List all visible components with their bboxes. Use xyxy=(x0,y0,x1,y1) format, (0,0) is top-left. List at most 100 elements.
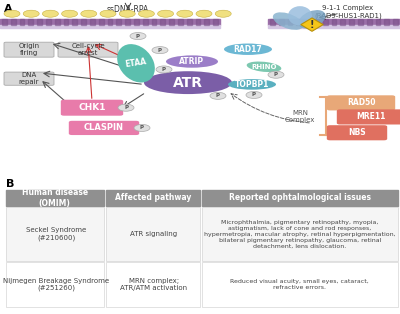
Text: ATR: ATR xyxy=(173,76,203,89)
Text: Seckel Syndrome
(#210600): Seckel Syndrome (#210600) xyxy=(26,227,86,241)
Circle shape xyxy=(177,10,193,17)
Bar xyxy=(160,19,165,25)
Bar xyxy=(125,19,130,25)
Text: B: B xyxy=(6,179,14,189)
Bar xyxy=(349,19,354,25)
Text: CLASPIN: CLASPIN xyxy=(84,123,124,133)
Bar xyxy=(187,19,192,25)
Bar xyxy=(202,262,398,307)
Bar xyxy=(296,19,301,25)
Bar xyxy=(108,19,112,25)
FancyBboxPatch shape xyxy=(4,42,54,57)
Bar xyxy=(72,19,77,25)
Circle shape xyxy=(196,10,212,17)
Text: P: P xyxy=(136,34,140,39)
FancyBboxPatch shape xyxy=(69,121,139,135)
Text: DNA
repair: DNA repair xyxy=(19,72,39,85)
Circle shape xyxy=(134,124,150,132)
Bar xyxy=(367,19,372,25)
Bar xyxy=(270,19,275,25)
Circle shape xyxy=(81,10,97,17)
Bar xyxy=(204,19,209,25)
Circle shape xyxy=(152,46,168,54)
Bar xyxy=(99,19,104,25)
Circle shape xyxy=(119,10,135,17)
Bar xyxy=(340,19,345,25)
Ellipse shape xyxy=(288,6,312,25)
Text: ETAA: ETAA xyxy=(125,57,147,69)
Ellipse shape xyxy=(298,10,326,29)
FancyBboxPatch shape xyxy=(58,42,118,57)
Bar xyxy=(134,19,139,25)
Bar xyxy=(6,190,104,206)
Text: MRE11: MRE11 xyxy=(356,112,386,122)
Bar xyxy=(178,19,183,25)
FancyBboxPatch shape xyxy=(327,125,387,140)
Text: Human disease
(OMIM): Human disease (OMIM) xyxy=(22,188,88,208)
FancyBboxPatch shape xyxy=(4,72,54,85)
Text: Affected pathway: Affected pathway xyxy=(115,193,191,203)
Circle shape xyxy=(118,104,134,111)
Bar xyxy=(202,207,398,262)
Circle shape xyxy=(23,10,39,17)
Ellipse shape xyxy=(166,55,218,68)
Text: RAD50: RAD50 xyxy=(347,98,375,107)
Text: 9-1-1 Complex
(RAD9-HUS1-RAD1): 9-1-1 Complex (RAD9-HUS1-RAD1) xyxy=(314,5,382,19)
Bar xyxy=(384,19,389,25)
Text: P: P xyxy=(124,105,128,110)
Circle shape xyxy=(62,10,78,17)
Bar xyxy=(393,19,398,25)
Bar xyxy=(376,19,380,25)
Circle shape xyxy=(268,71,284,78)
Ellipse shape xyxy=(224,44,272,55)
Text: P: P xyxy=(140,125,144,130)
Bar xyxy=(314,19,319,25)
Text: ssDNA-RPA: ssDNA-RPA xyxy=(107,5,149,14)
Text: MRN complex;
ATR/ATM activation: MRN complex; ATR/ATM activation xyxy=(120,278,188,291)
Bar xyxy=(90,19,95,25)
Text: RHINO: RHINO xyxy=(251,64,277,70)
Bar xyxy=(268,25,400,29)
Circle shape xyxy=(100,10,116,17)
Circle shape xyxy=(215,10,231,17)
Text: Nijmegen Breakage Syndrome
(#251260): Nijmegen Breakage Syndrome (#251260) xyxy=(3,278,109,291)
Text: P: P xyxy=(252,92,256,97)
Circle shape xyxy=(130,33,146,40)
Text: MRN
Complex: MRN Complex xyxy=(285,111,315,123)
Text: P: P xyxy=(162,67,166,72)
Bar xyxy=(55,19,60,25)
Bar xyxy=(279,19,284,25)
Text: Reduced visual acuity, small eyes, cataract,
refractive errors.: Reduced visual acuity, small eyes, catar… xyxy=(230,279,369,290)
Bar xyxy=(106,207,200,262)
Ellipse shape xyxy=(144,71,232,94)
Circle shape xyxy=(138,10,154,17)
Bar xyxy=(169,19,174,25)
Ellipse shape xyxy=(247,62,281,72)
Bar xyxy=(196,19,200,25)
Bar xyxy=(116,19,121,25)
Bar xyxy=(152,19,156,25)
FancyBboxPatch shape xyxy=(327,95,395,111)
Polygon shape xyxy=(301,18,323,31)
Circle shape xyxy=(210,92,226,99)
Text: CHK1: CHK1 xyxy=(78,103,106,112)
Bar xyxy=(106,262,200,307)
Circle shape xyxy=(246,91,262,99)
Bar xyxy=(20,19,24,25)
Bar xyxy=(202,190,398,206)
Text: NBS: NBS xyxy=(348,128,366,137)
Text: TOPBP1: TOPBP1 xyxy=(235,80,269,89)
Bar xyxy=(106,190,200,206)
Ellipse shape xyxy=(228,79,276,90)
Circle shape xyxy=(4,10,20,17)
Text: Cell-cycle
arrest: Cell-cycle arrest xyxy=(71,43,105,56)
Bar xyxy=(0,19,220,25)
Circle shape xyxy=(42,10,58,17)
Text: P: P xyxy=(158,48,162,53)
Bar xyxy=(213,19,218,25)
Bar xyxy=(268,19,400,25)
Text: RAD17: RAD17 xyxy=(234,45,262,54)
Bar xyxy=(28,19,33,25)
Text: Microphthalmia, pigmentary retinopathy, myopia,
astigmatism, lack of cone and ro: Microphthalmia, pigmentary retinopathy, … xyxy=(204,220,396,248)
Bar xyxy=(323,19,328,25)
